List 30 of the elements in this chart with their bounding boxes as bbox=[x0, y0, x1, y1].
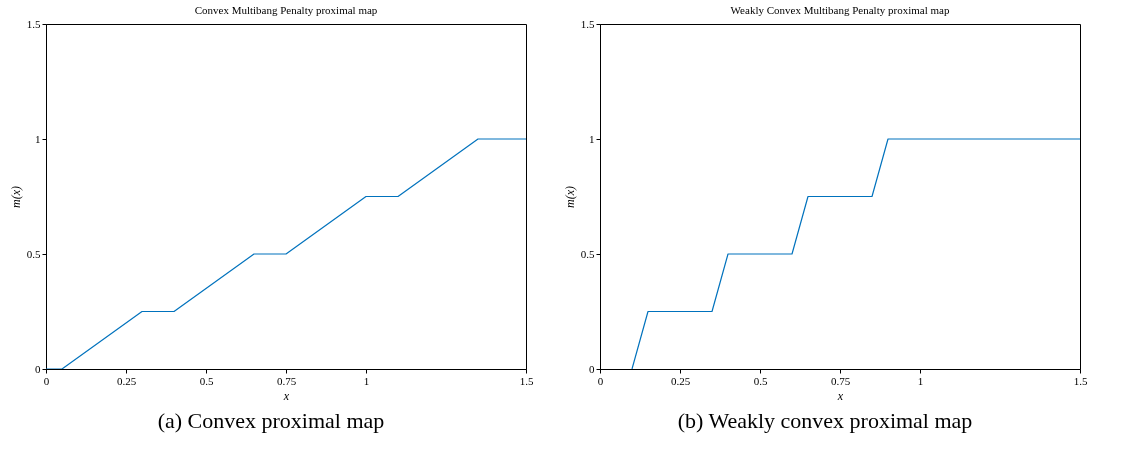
chart-title: Convex Multibang Penalty proximal map bbox=[194, 4, 378, 16]
x-tick-label: 0.5 bbox=[753, 374, 768, 387]
line-series bbox=[46, 138, 526, 369]
line-series bbox=[631, 138, 1080, 369]
x-tick-label: 1.5 bbox=[519, 374, 534, 387]
text: (b) Weakly convex proximal map bbox=[677, 408, 973, 434]
y-tick-label: 0.5 bbox=[580, 247, 595, 260]
x-tick-label: 0.75 bbox=[830, 374, 851, 387]
y-tick-label: 0.5 bbox=[26, 247, 41, 260]
x-tick-label: 0.5 bbox=[199, 374, 214, 387]
x-axis-title: x bbox=[836, 388, 844, 403]
y-tick-label: 0 bbox=[35, 362, 41, 375]
x-tick-label: 0 bbox=[43, 374, 50, 387]
x-axis-title: x bbox=[282, 388, 290, 403]
y-tick-label: 1 bbox=[35, 132, 41, 145]
y-tick-label: 1 bbox=[589, 132, 595, 145]
y-axis-title: m(x) bbox=[562, 186, 577, 208]
text: (a) Convex proximal map bbox=[157, 408, 385, 434]
chart-title: Weakly Convex Multibang Penalty proximal map bbox=[730, 4, 950, 16]
x-tick-label: 1 bbox=[917, 374, 924, 387]
x-tick-label: 1 bbox=[363, 374, 370, 387]
y-tick-label: 0 bbox=[589, 362, 595, 375]
y-axis-title: m(x) bbox=[8, 186, 23, 208]
x-tick-label: 1.5 bbox=[1073, 374, 1088, 387]
x-tick-label: 0 bbox=[597, 374, 604, 387]
x-tick-label: 0.75 bbox=[276, 374, 297, 387]
y-tick-label: 1.5 bbox=[26, 17, 41, 30]
x-tick-label: 0.25 bbox=[116, 374, 137, 387]
x-tick-label: 0.25 bbox=[670, 374, 691, 387]
y-tick-label: 1.5 bbox=[580, 17, 595, 30]
